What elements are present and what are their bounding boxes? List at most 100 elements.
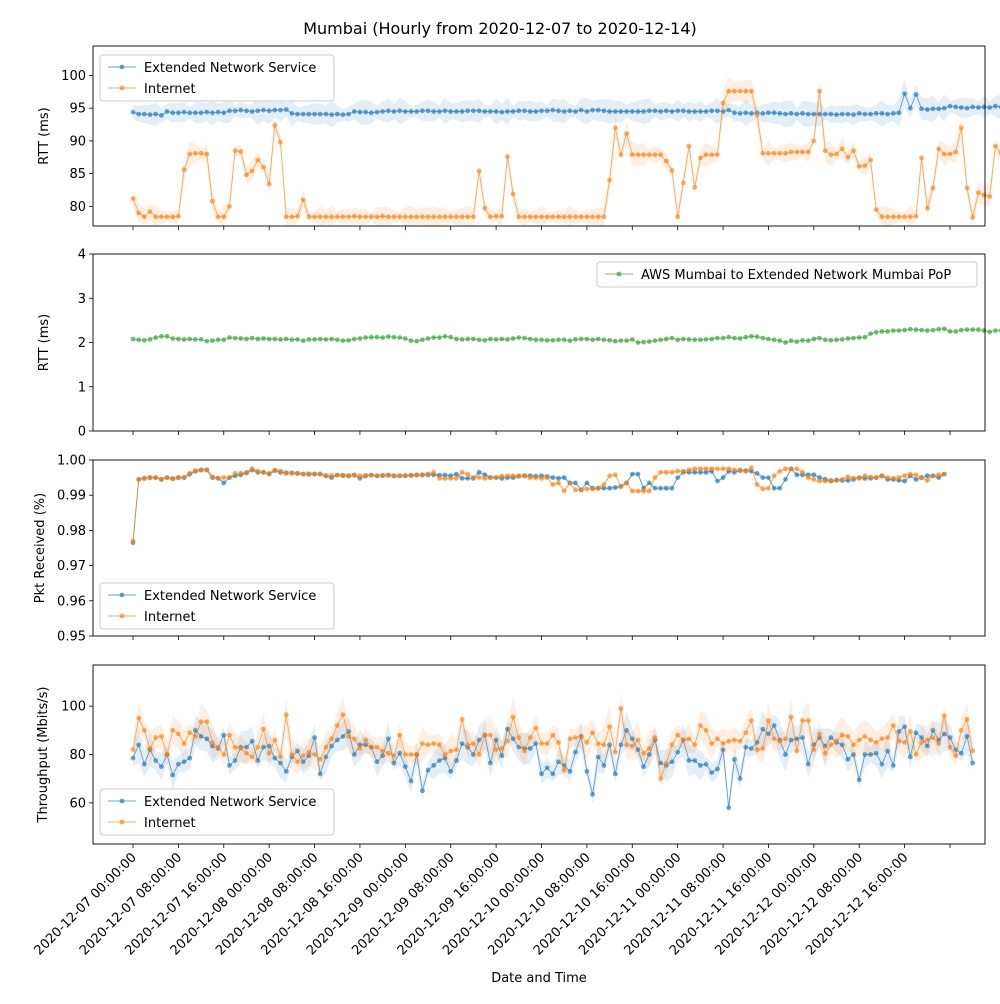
data-point [868, 737, 873, 743]
data-point [663, 469, 669, 475]
y-tick-label: 0.95 [57, 630, 86, 645]
data-point [578, 214, 584, 220]
data-point [283, 769, 289, 774]
data-point [295, 213, 300, 219]
data-point [454, 475, 459, 481]
data-point [624, 131, 629, 137]
data-point [771, 473, 777, 479]
data-point [193, 337, 198, 342]
data-point [289, 470, 295, 476]
data-point [249, 754, 255, 760]
data-point [720, 475, 726, 480]
data-point [862, 473, 868, 479]
data-point [845, 111, 851, 117]
data-point [340, 734, 346, 739]
data-point [777, 111, 783, 116]
data-point [323, 214, 329, 220]
data-point [221, 214, 227, 220]
data-point [397, 473, 403, 479]
data-point [437, 742, 442, 748]
data-point [930, 327, 936, 333]
data-point [181, 167, 187, 173]
data-point [658, 469, 663, 475]
data-point [351, 472, 357, 478]
data-point [987, 329, 993, 335]
data-point [924, 107, 930, 112]
data-point [300, 471, 306, 477]
data-point [976, 190, 981, 196]
data-point [947, 103, 953, 109]
data-point [204, 151, 210, 157]
data-point [760, 746, 766, 751]
data-point [181, 741, 187, 746]
data-point [652, 735, 658, 740]
data-point [289, 337, 295, 343]
data-point [164, 109, 170, 114]
data-point [783, 150, 788, 156]
data-point [924, 478, 930, 483]
data-point [618, 742, 624, 748]
data-point [465, 742, 471, 748]
data-point [459, 337, 465, 342]
data-point [493, 213, 499, 219]
data-point [374, 334, 380, 340]
data-point [698, 469, 703, 475]
data-point [380, 473, 385, 478]
data-point [811, 747, 817, 753]
data-point [442, 752, 448, 757]
data-point [476, 737, 482, 743]
data-point [488, 732, 493, 738]
data-point [499, 109, 505, 115]
data-point [783, 477, 788, 482]
data-point [720, 741, 726, 746]
data-point [981, 328, 987, 333]
data-point [930, 735, 936, 740]
data-point [471, 475, 476, 480]
data-point [720, 100, 726, 106]
data-point [993, 103, 998, 109]
data-point [221, 475, 227, 480]
data-point [544, 765, 550, 771]
data-point [629, 488, 635, 494]
data-point [805, 761, 811, 767]
data-point [249, 466, 255, 472]
legend-marker [119, 613, 125, 619]
data-point [703, 469, 709, 475]
data-point [856, 777, 862, 783]
data-point [550, 771, 556, 777]
data-point [879, 111, 885, 116]
data-point [232, 335, 238, 341]
data-point [391, 109, 397, 114]
data-point [868, 474, 873, 480]
data-point [777, 150, 783, 156]
data-point [766, 475, 771, 480]
data-point [618, 152, 624, 158]
data-point [261, 744, 266, 750]
data-point [408, 338, 414, 344]
data-point [584, 214, 590, 220]
data-point [834, 151, 839, 157]
data-point [595, 754, 601, 760]
data-point [164, 333, 170, 339]
data-point [783, 466, 788, 472]
data-point [726, 334, 732, 340]
data-point [646, 339, 652, 344]
data-point [130, 747, 136, 753]
data-point [425, 742, 431, 748]
data-point [380, 109, 385, 114]
data-point [425, 767, 431, 773]
data-point [902, 473, 907, 479]
data-point [153, 758, 159, 763]
data-point [159, 477, 164, 482]
data-point [663, 760, 669, 766]
data-point [465, 336, 471, 342]
data-point [862, 163, 868, 169]
data-point [147, 746, 153, 751]
data-point [238, 336, 244, 341]
data-point [295, 471, 300, 476]
data-point [437, 475, 442, 481]
data-point [244, 469, 249, 475]
data-point [130, 336, 136, 342]
data-point [210, 110, 215, 116]
